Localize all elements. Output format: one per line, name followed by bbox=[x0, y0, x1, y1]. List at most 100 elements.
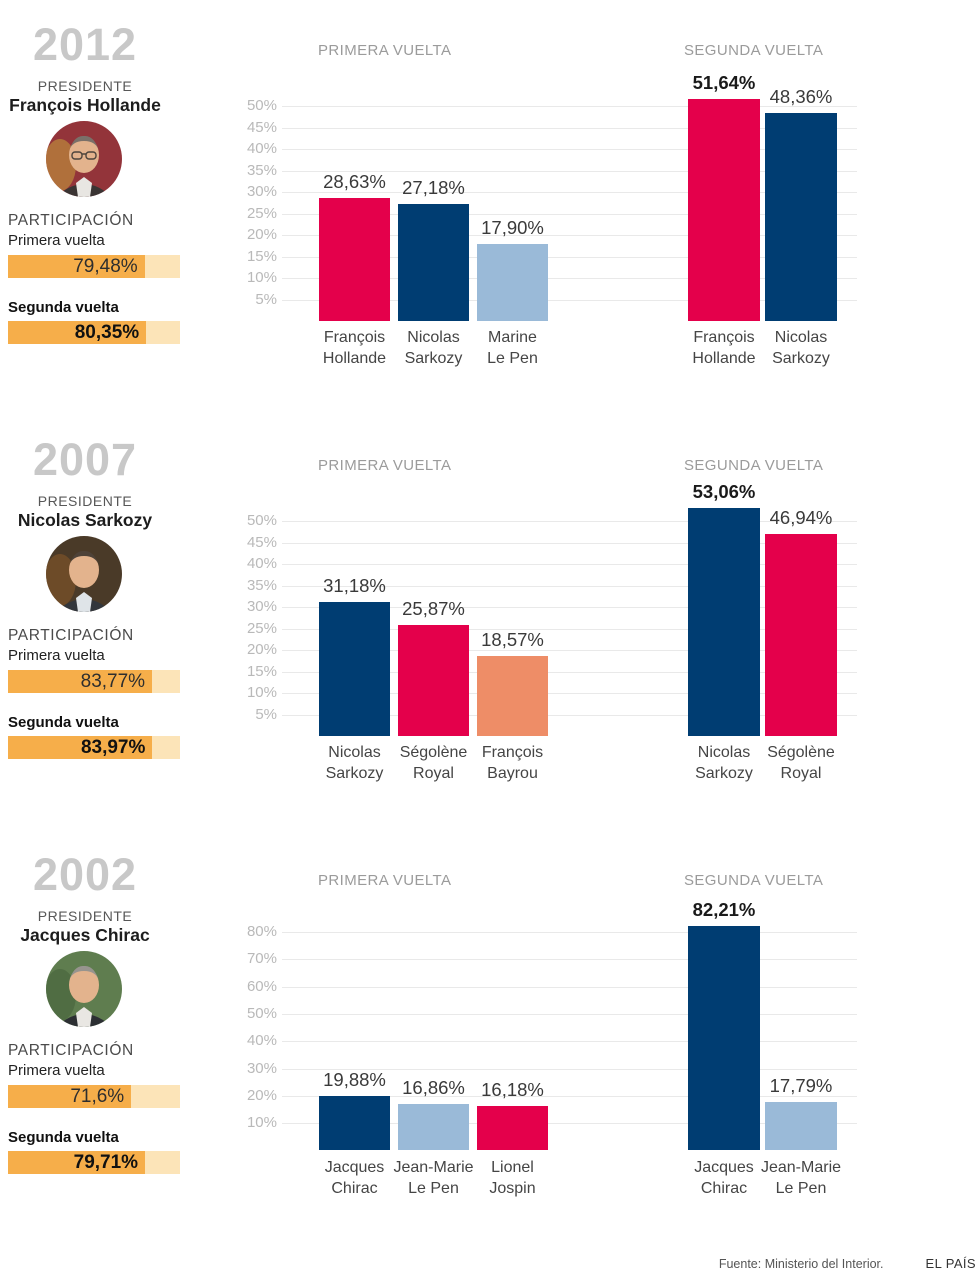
gridline bbox=[282, 932, 857, 933]
bar-value-label: 18,57% bbox=[481, 629, 544, 651]
y-tick-label: 25% bbox=[246, 619, 277, 637]
gridline bbox=[282, 278, 857, 279]
bar-jean-marie-le-pen bbox=[765, 1101, 837, 1151]
gridline bbox=[282, 542, 857, 544]
bar-name-label: Jacques Chirac bbox=[694, 1159, 754, 1197]
portrait-placeholder-graphic bbox=[46, 536, 122, 612]
bar-value-label: 48,36% bbox=[769, 86, 833, 108]
bar-name-label: François Hollande bbox=[322, 329, 387, 367]
gridline bbox=[282, 170, 857, 172]
y-tick-label: 5% bbox=[255, 290, 277, 308]
bar-name-label: François Bayrou bbox=[481, 744, 544, 782]
section-2002: 2002 PRESIDENTE Jacques Chirac PARTICIPACIÓ… bbox=[0, 830, 980, 1245]
president-photo bbox=[46, 121, 122, 197]
bar-value-label: 16,86% bbox=[402, 1077, 465, 1099]
bar-value-label: 28,63% bbox=[323, 170, 386, 192]
participation-title: PARTICIPACIÓN bbox=[8, 1042, 134, 1059]
bar-name-label: Nicolas Sarkozy bbox=[325, 744, 384, 782]
bar-name-label: Jean-Marie Le Pen bbox=[760, 1159, 842, 1197]
president-title: PRESIDENTE bbox=[37, 908, 133, 924]
bar-name-label: Ségolène Royal bbox=[767, 744, 835, 782]
gridline bbox=[282, 585, 857, 587]
gridline bbox=[282, 1068, 857, 1070]
gridline bbox=[282, 256, 857, 258]
gridline bbox=[282, 628, 857, 630]
bar-value-label: 31,18% bbox=[323, 574, 386, 596]
chart-title-first-round: PRIMERA VUELTA bbox=[318, 42, 452, 59]
participation-bar: 83,77% bbox=[8, 670, 180, 693]
bar-value-label: 25,87% bbox=[402, 597, 465, 619]
president-photo bbox=[46, 951, 122, 1027]
president-name: Nicolas Sarkozy bbox=[17, 510, 153, 530]
gridline bbox=[282, 192, 857, 193]
participation-round-label: Segunda vuelta bbox=[8, 299, 119, 316]
participation-round-label: Primera vuelta bbox=[8, 232, 105, 249]
chart-title-first-round: PRIMERA VUELTA bbox=[318, 872, 452, 889]
y-tick-label: 80% bbox=[246, 923, 277, 940]
participation-round-label: Primera vuelta bbox=[8, 1062, 105, 1079]
chart-title-second-round: SEGUNDA VUELTA bbox=[684, 42, 824, 59]
gridline bbox=[282, 106, 857, 107]
y-tick-label: 30% bbox=[246, 1059, 277, 1077]
participation-fill: 79,71% bbox=[8, 1151, 146, 1174]
bar-name-label: Ségolène Royal bbox=[399, 744, 468, 782]
bar-value-label: 16,18% bbox=[481, 1079, 544, 1101]
bar-value-label: 46,94% bbox=[769, 507, 833, 529]
bar-françois-bayrou bbox=[477, 656, 548, 736]
participation-title: PARTICIPACIÓN bbox=[8, 627, 134, 644]
bar-françois-hollande bbox=[688, 98, 760, 321]
bar-nicolas-sarkozy bbox=[688, 507, 760, 736]
gridline bbox=[282, 213, 857, 215]
participation-value: 79,71% bbox=[73, 1151, 139, 1173]
y-tick-label: 50% bbox=[246, 1004, 277, 1022]
bar-marine-le-pen bbox=[477, 244, 548, 321]
section-2007: 2007 PRESIDENTE Nicolas Sarkozy PARTICIPACI… bbox=[0, 415, 980, 830]
gridline bbox=[282, 1013, 857, 1015]
bar-nicolas-sarkozy bbox=[319, 601, 390, 736]
year-label: 2012 bbox=[32, 19, 138, 70]
participation-value: 83,77% bbox=[80, 670, 146, 692]
y-tick-label: 15% bbox=[246, 662, 277, 680]
bar-name-label: Nicolas Sarkozy bbox=[404, 329, 463, 367]
participation-title: PARTICIPACIÓN bbox=[8, 212, 134, 229]
gridline bbox=[282, 1095, 857, 1097]
participation-value: 83,97% bbox=[80, 736, 146, 758]
gridline bbox=[282, 521, 857, 522]
y-tick-label: 35% bbox=[246, 161, 277, 179]
bar-value-label: 27,18% bbox=[402, 177, 465, 199]
participation-fill: 80,35% bbox=[8, 321, 147, 344]
chart-title-second-round: SEGUNDA VUELTA bbox=[684, 872, 824, 889]
bar-nicolas-sarkozy bbox=[398, 204, 469, 321]
section-2012: 2012 PRESIDENTE François Hollande PARTICIPA… bbox=[0, 0, 980, 415]
bar-value-label: 82,21% bbox=[692, 899, 756, 920]
gridline bbox=[282, 986, 857, 988]
bar-jean-marie-le-pen bbox=[398, 1104, 469, 1151]
participation-round-label: Segunda vuelta bbox=[8, 1129, 119, 1146]
bar-françois-hollande bbox=[319, 197, 390, 321]
year-label: 2002 bbox=[32, 849, 138, 900]
y-tick-label: 30% bbox=[246, 598, 277, 615]
chart-title-second-round: SEGUNDA VUELTA bbox=[684, 457, 824, 474]
bar-nicolas-sarkozy bbox=[765, 113, 837, 321]
president-name: François Hollande bbox=[9, 95, 161, 115]
y-tick-label: 30% bbox=[246, 183, 277, 200]
portrait-placeholder-graphic bbox=[46, 121, 122, 197]
participation-fill: 83,77% bbox=[8, 670, 153, 693]
bar-value-label: 19,88% bbox=[323, 1069, 386, 1091]
y-tick-label: 70% bbox=[246, 950, 277, 968]
gridline bbox=[282, 714, 857, 716]
y-tick-label: 60% bbox=[246, 977, 277, 995]
y-tick-label: 10% bbox=[246, 684, 277, 701]
participation-bar: 79,48% bbox=[8, 255, 180, 278]
y-tick-label: 20% bbox=[246, 641, 277, 658]
participation-bar: 71,6% bbox=[8, 1085, 180, 1108]
gridline bbox=[282, 1123, 857, 1125]
participation-bar: 83,97% bbox=[8, 736, 180, 759]
y-tick-label: 20% bbox=[246, 1086, 277, 1104]
participation-bar: 80,35% bbox=[8, 321, 180, 344]
participation-fill: 71,6% bbox=[8, 1085, 132, 1108]
bar-name-label: Marine Le Pen bbox=[487, 329, 538, 367]
bar-ségolène-royal bbox=[398, 624, 469, 736]
participation-round-label: Primera vuelta bbox=[8, 647, 105, 664]
